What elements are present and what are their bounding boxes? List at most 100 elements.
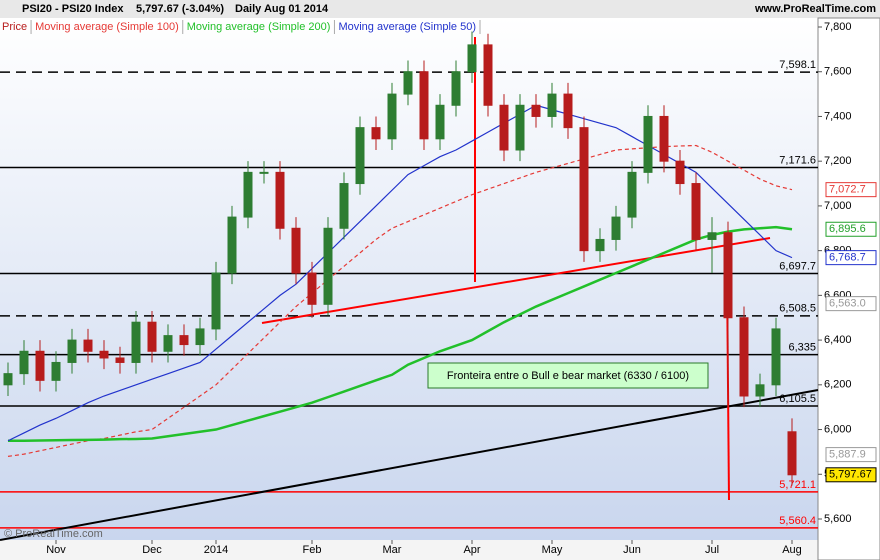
x-tick-label: May [542,544,563,556]
candle-body [627,171,637,218]
candle-body [451,71,461,106]
legend-entry: Moving average (Simple 50) [338,21,476,33]
candle-body [19,350,29,375]
watermark: © ProRealTime.com [4,528,103,540]
last-value-badge [825,250,877,266]
candle-body [355,127,365,185]
candle-body [83,339,93,352]
candle-body [723,232,733,319]
annotation: Fronteira entre o Bull e bear market (63… [447,370,689,382]
candle-body [659,115,669,162]
candle-body [339,183,349,229]
candle-body [563,93,573,129]
candle-body [115,357,125,363]
candle-body [371,127,381,140]
candle-body [419,71,429,140]
last-value-label: 6,768.7 [829,252,866,264]
candle-body [435,104,445,140]
candle-body [531,104,541,117]
candle-body [3,373,13,386]
last-value-label: 7,072.7 [829,184,866,196]
candle-body [51,361,61,381]
moving-average [8,225,793,442]
candle-body [291,227,301,274]
x-tick-label: 2014 [204,544,228,556]
level-label: 5,721.1 [779,479,816,491]
candle-body [195,328,205,346]
last-value-label: 6,563.0 [829,298,866,310]
candle-body [179,335,189,346]
last-value-label: 5,887.9 [829,449,866,461]
x-tick-label: Jun [623,544,641,556]
last-value-label: 5,797.67 [829,469,872,481]
header-period: Daily Aug 01 2014 [235,3,329,15]
y-tick-label: 7,200 [824,155,852,167]
candle-body [35,350,45,381]
plot-area [0,18,818,540]
candle-body [787,431,797,476]
last-value-badge [825,221,877,237]
trend-line [261,237,771,324]
candle-body [403,71,413,95]
level-label: 7,598.1 [779,59,816,71]
candle-body [499,104,509,151]
candle-body [259,171,269,174]
candle-body [675,160,685,185]
level-label: 6,697.7 [779,260,816,272]
x-tick-label: Nov [46,544,66,556]
candle-body [211,272,221,330]
y-tick-label: 7,400 [824,110,852,122]
candle-body [707,232,717,240]
candle-body [131,321,141,363]
candle-body [579,127,589,252]
level-label: 5,560.4 [779,515,816,527]
x-tick-label: Dec [142,544,162,556]
candle-body [163,335,173,352]
x-tick-label: Apr [463,544,480,556]
x-tick-label: Aug [782,544,802,556]
legend-entry: Price [2,21,27,33]
candle-body [771,328,781,386]
candle-body [595,238,605,252]
last-value-badge [825,296,877,312]
candle-body [755,384,765,397]
candle-body [307,272,317,305]
y-tick-label: 7,600 [824,66,852,78]
candle-body [243,171,253,218]
candle-body [691,183,701,240]
header-site: www.ProRealTime.com [754,3,876,15]
last-value-badge [825,447,877,463]
candle-body [515,104,525,151]
y-tick-label: 6,000 [824,423,852,435]
candle-body [227,216,237,274]
last-value-label: 6,895.6 [829,223,866,235]
candle-body [547,93,557,117]
y-tick-label: 6,400 [824,334,852,346]
y-tick-label: 7,000 [824,200,852,212]
trend-line [0,389,819,541]
level-label: 6,335 [788,342,816,354]
x-tick-label: Jul [705,544,719,556]
candle-body [147,321,157,352]
x-tick-label: Feb [303,544,322,556]
candle-body [611,216,621,240]
candle-body [739,317,749,397]
candle-body [467,44,477,73]
header-bar [0,0,880,18]
last-value-badge [825,182,877,198]
legend-entry: Moving average (Simple 200) [187,21,331,33]
y-tick-label: 7,800 [824,21,852,33]
header-title: PSI20 - PSI20 Index [22,3,124,15]
candle-body [275,171,285,229]
annotation-box [427,362,709,389]
candle-body [323,227,333,305]
legend-entry: Moving average (Simple 100) [35,21,179,33]
header-last: 5,797.67 (-3.04%) [136,3,224,15]
y-tick-label: 5,600 [824,513,852,525]
candle-body [67,339,77,363]
x-tick-label: Mar [383,544,402,556]
last-value-badge [825,467,877,483]
level-label: 7,171.6 [779,154,816,166]
level-label: 6,508.5 [779,303,816,315]
